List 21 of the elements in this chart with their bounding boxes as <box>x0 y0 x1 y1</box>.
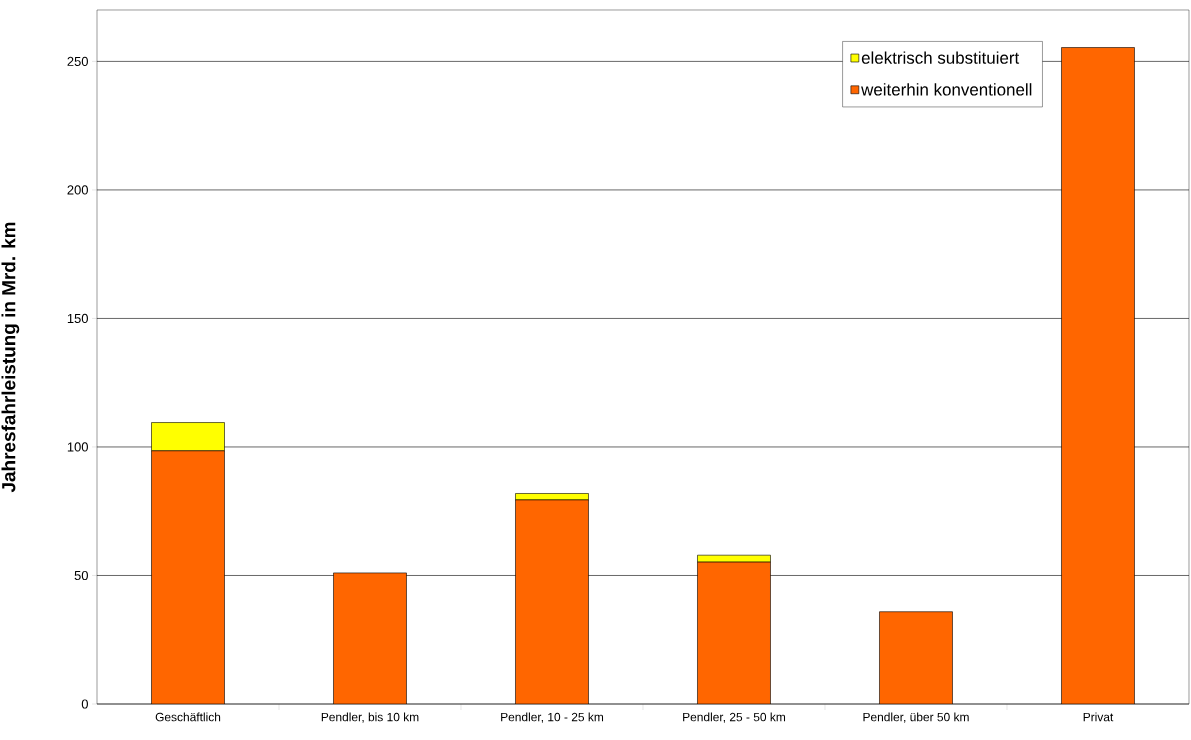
x-tick-label: Geschäftlich <box>155 712 221 722</box>
legend-label: weiterhin konventionell <box>861 83 1032 96</box>
y-tick-label: 0 <box>81 699 88 709</box>
bar <box>333 572 407 704</box>
y-tick-label: 200 <box>67 185 88 195</box>
x-tick-label: Privat <box>1083 712 1114 722</box>
bar <box>1061 47 1135 704</box>
legend-label: elektrisch substituiert <box>861 51 1020 64</box>
y-tick-label: 100 <box>67 442 88 452</box>
y-tick-label: 150 <box>67 313 88 324</box>
x-tick-label: Pendler, über 50 km <box>863 712 969 723</box>
bar <box>879 611 953 704</box>
bar <box>697 561 771 704</box>
bar <box>515 499 589 704</box>
y-tick-label: 50 <box>74 570 88 581</box>
x-tick-label: Pendler, bis 10 km <box>321 712 419 723</box>
x-tick-label: Pendler, 10 - 25 km <box>501 712 604 723</box>
y-tick-label: 250 <box>67 56 88 66</box>
bar <box>151 450 225 704</box>
y-axis-title: Jahresfahrleistung in Mrd. km <box>1 222 20 493</box>
x-tick-label: Pendler, 25 - 50 km <box>683 712 786 723</box>
